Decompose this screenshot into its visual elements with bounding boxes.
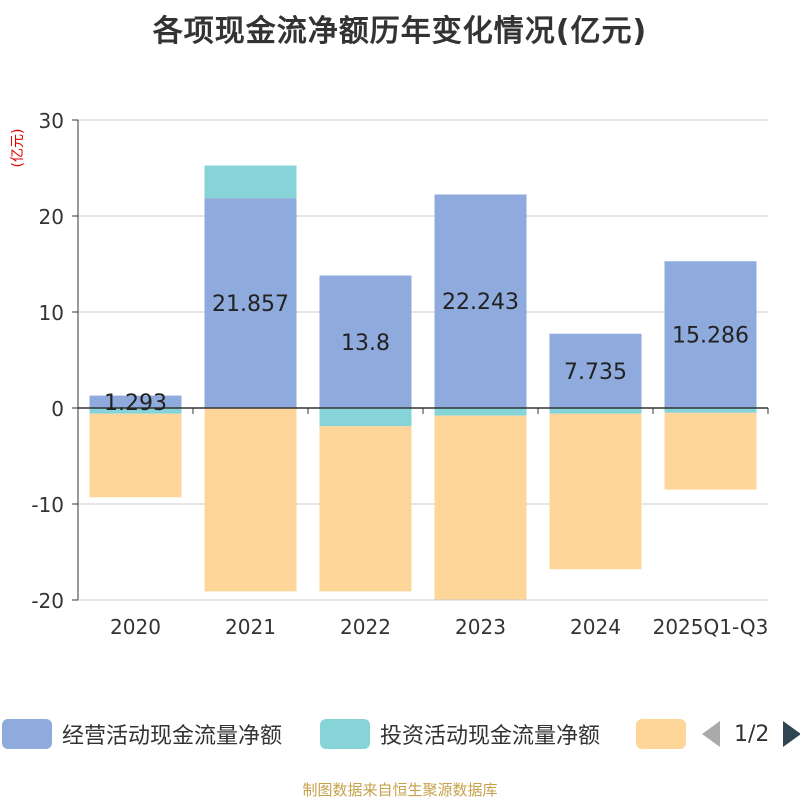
legend-label: 经营活动现金流量净额 <box>62 724 283 749</box>
bar-series-1 <box>89 408 182 414</box>
legend-item-financing[interactable] <box>636 718 696 750</box>
data-label: 21.857 <box>212 292 289 317</box>
y-axis-label: (亿元) <box>10 129 26 168</box>
bar-series-0 <box>549 333 642 408</box>
bar-series-0 <box>434 194 527 408</box>
grid-lines <box>78 119 768 601</box>
x-tick-label: 2020 <box>110 615 161 639</box>
bar-series-2 <box>664 412 757 490</box>
x-tick-label: 2022 <box>340 615 391 639</box>
chart-title: 各项现金流净额历年变化情况(亿元) <box>152 14 648 49</box>
bar-series-1 <box>664 408 757 413</box>
bars <box>89 165 757 600</box>
bar-series-1 <box>319 408 412 427</box>
legend-label: 投资活动现金流量净额 <box>380 724 601 749</box>
legend-item-operating[interactable]: 经营活动现金流量净额 <box>2 718 282 750</box>
y-tick-label: 0 <box>51 397 64 421</box>
bar-series-0 <box>664 261 757 408</box>
y-tick-label: 20 <box>39 205 64 229</box>
bar-series-2 <box>549 413 642 570</box>
data-label: 15.286 <box>672 324 749 349</box>
legend-pager: 1/2 <box>702 718 800 750</box>
legend-swatch <box>2 719 52 749</box>
bar-chart: 30 20 10 0 -10 -20 2020 2021 2022 2023 2024 2025Q1-… <box>10 109 769 639</box>
y-tick-label: -20 <box>31 589 64 613</box>
x-tick-label: 2023 <box>455 615 506 639</box>
data-label: 1.293 <box>104 391 167 416</box>
data-label: 22.243 <box>442 290 519 315</box>
data-label: 7.735 <box>564 360 627 385</box>
bar-series-0 <box>319 275 412 408</box>
x-tick-label: 2025Q1-Q3 <box>653 615 769 639</box>
x-tick-label: 2024 <box>570 615 621 639</box>
legend-page-indicator: 1/2 <box>734 721 770 747</box>
triangle-right-icon[interactable] <box>783 721 800 747</box>
axes: 30 20 10 0 -10 -20 2020 2021 2022 2023 2024 2025Q1-… <box>31 109 769 639</box>
bar-series-2 <box>319 426 412 592</box>
legend: 经营活动现金流量净额 投资活动现金流量净额 1/2 <box>0 712 800 756</box>
bar-series-1 <box>204 165 297 199</box>
bar-series-1 <box>549 408 642 414</box>
y-tick-label: 30 <box>39 109 64 133</box>
legend-swatch <box>320 719 370 749</box>
y-tick-label: -10 <box>31 493 64 517</box>
bar-series-1 <box>434 408 527 416</box>
x-tick-label: 2021 <box>225 615 276 639</box>
bar-series-0 <box>204 198 297 408</box>
data-label: 13.8 <box>341 331 390 356</box>
bar-series-2 <box>89 413 182 498</box>
triangle-left-icon[interactable] <box>702 721 720 747</box>
legend-item-investing[interactable]: 投资活动现金流量净额 <box>320 718 600 750</box>
bar-series-2 <box>204 408 297 592</box>
bar-series-0 <box>89 395 182 408</box>
legend-swatch <box>636 719 686 749</box>
bar-series-2 <box>434 415 527 600</box>
data-labels: 1.293 21.857 13.8 22.243 7.735 15.286 <box>104 290 749 416</box>
data-source-note: 制图数据来自恒生聚源数据库 <box>302 781 498 799</box>
y-tick-label: 10 <box>39 301 64 325</box>
